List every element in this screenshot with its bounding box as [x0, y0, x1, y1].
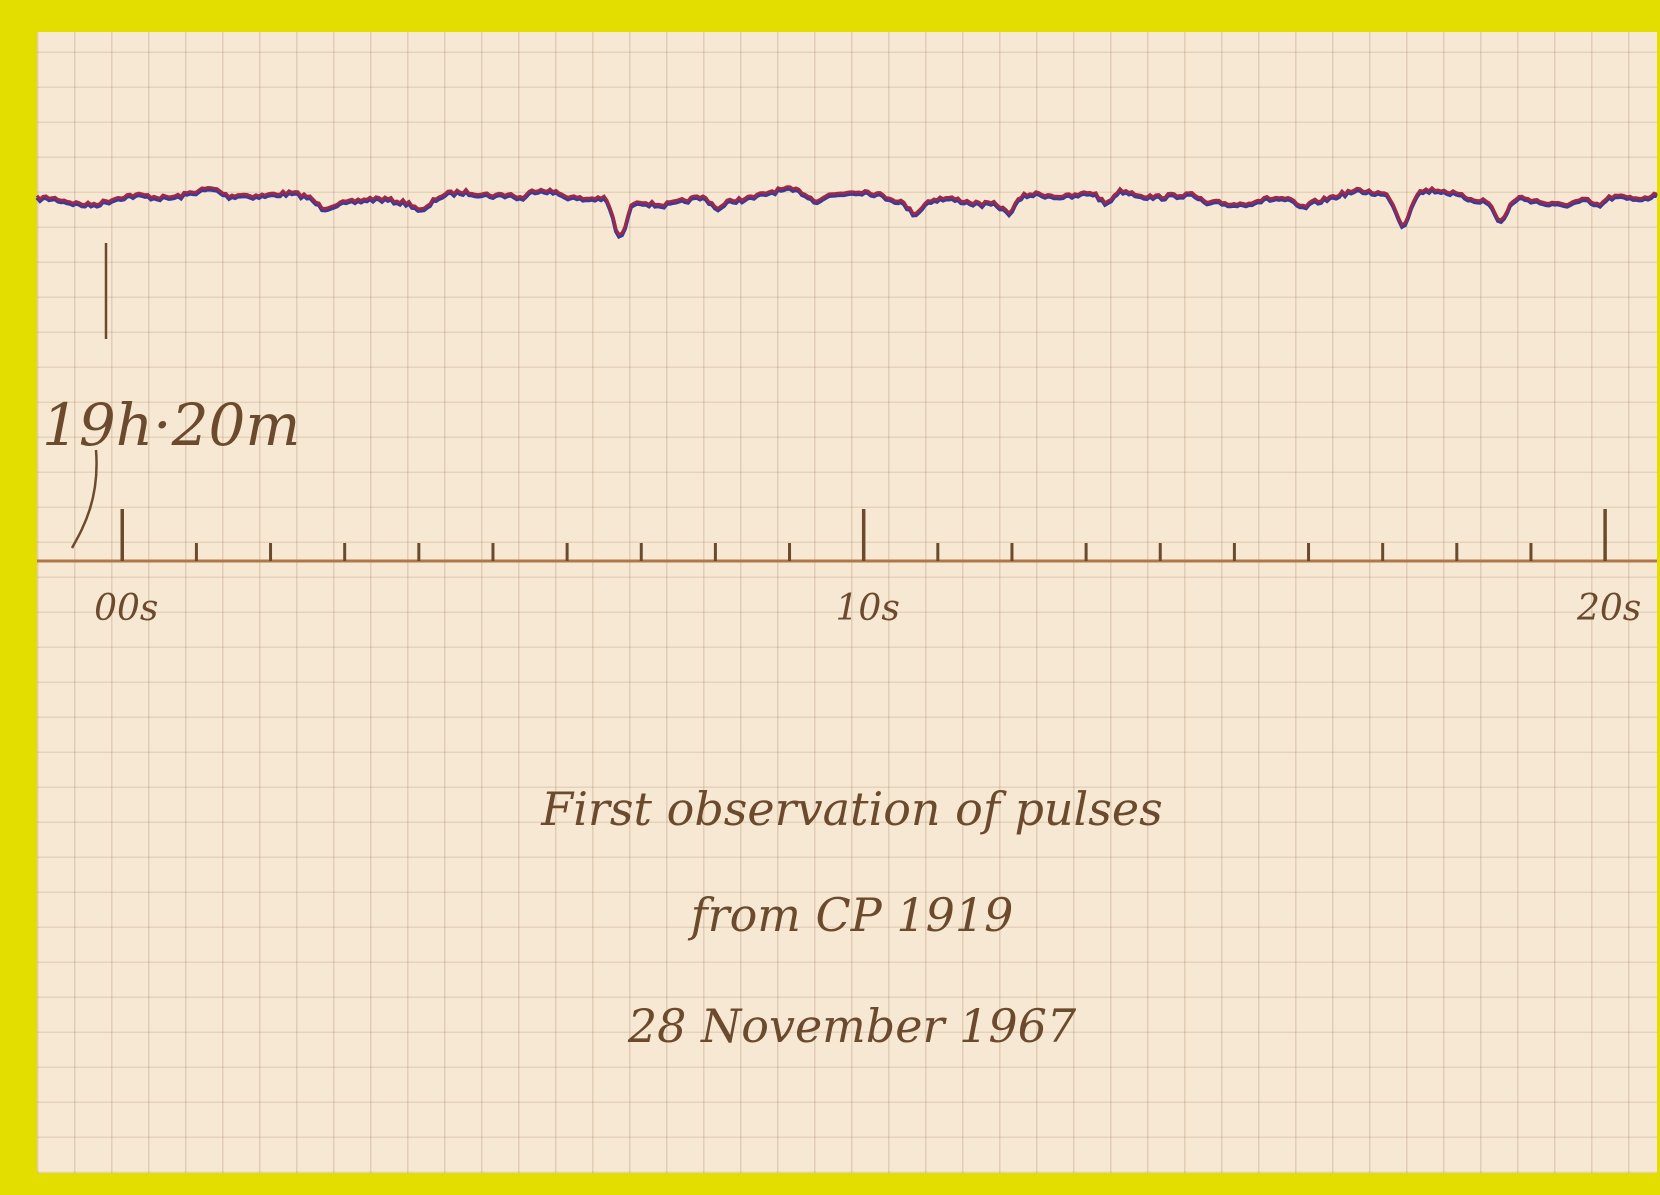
page: 19h·20m First observation of pulses from…: [0, 0, 1660, 1195]
time-marker-stroke: [72, 450, 97, 548]
x-tick-label: 20s: [1576, 588, 1641, 629]
x-tick-label: 10s: [836, 588, 900, 629]
trace-shadow: [37, 189, 1657, 237]
time-label: 19h·20m: [42, 391, 300, 459]
caption-line: 28 November 1967: [627, 999, 1077, 1053]
caption-line: from CP 1919: [688, 888, 1014, 942]
recording: 19h·20m First observation of pulses from…: [0, 0, 1660, 1195]
x-tick-label: 00s: [94, 588, 158, 629]
caption-line: First observation of pulses: [540, 782, 1162, 836]
